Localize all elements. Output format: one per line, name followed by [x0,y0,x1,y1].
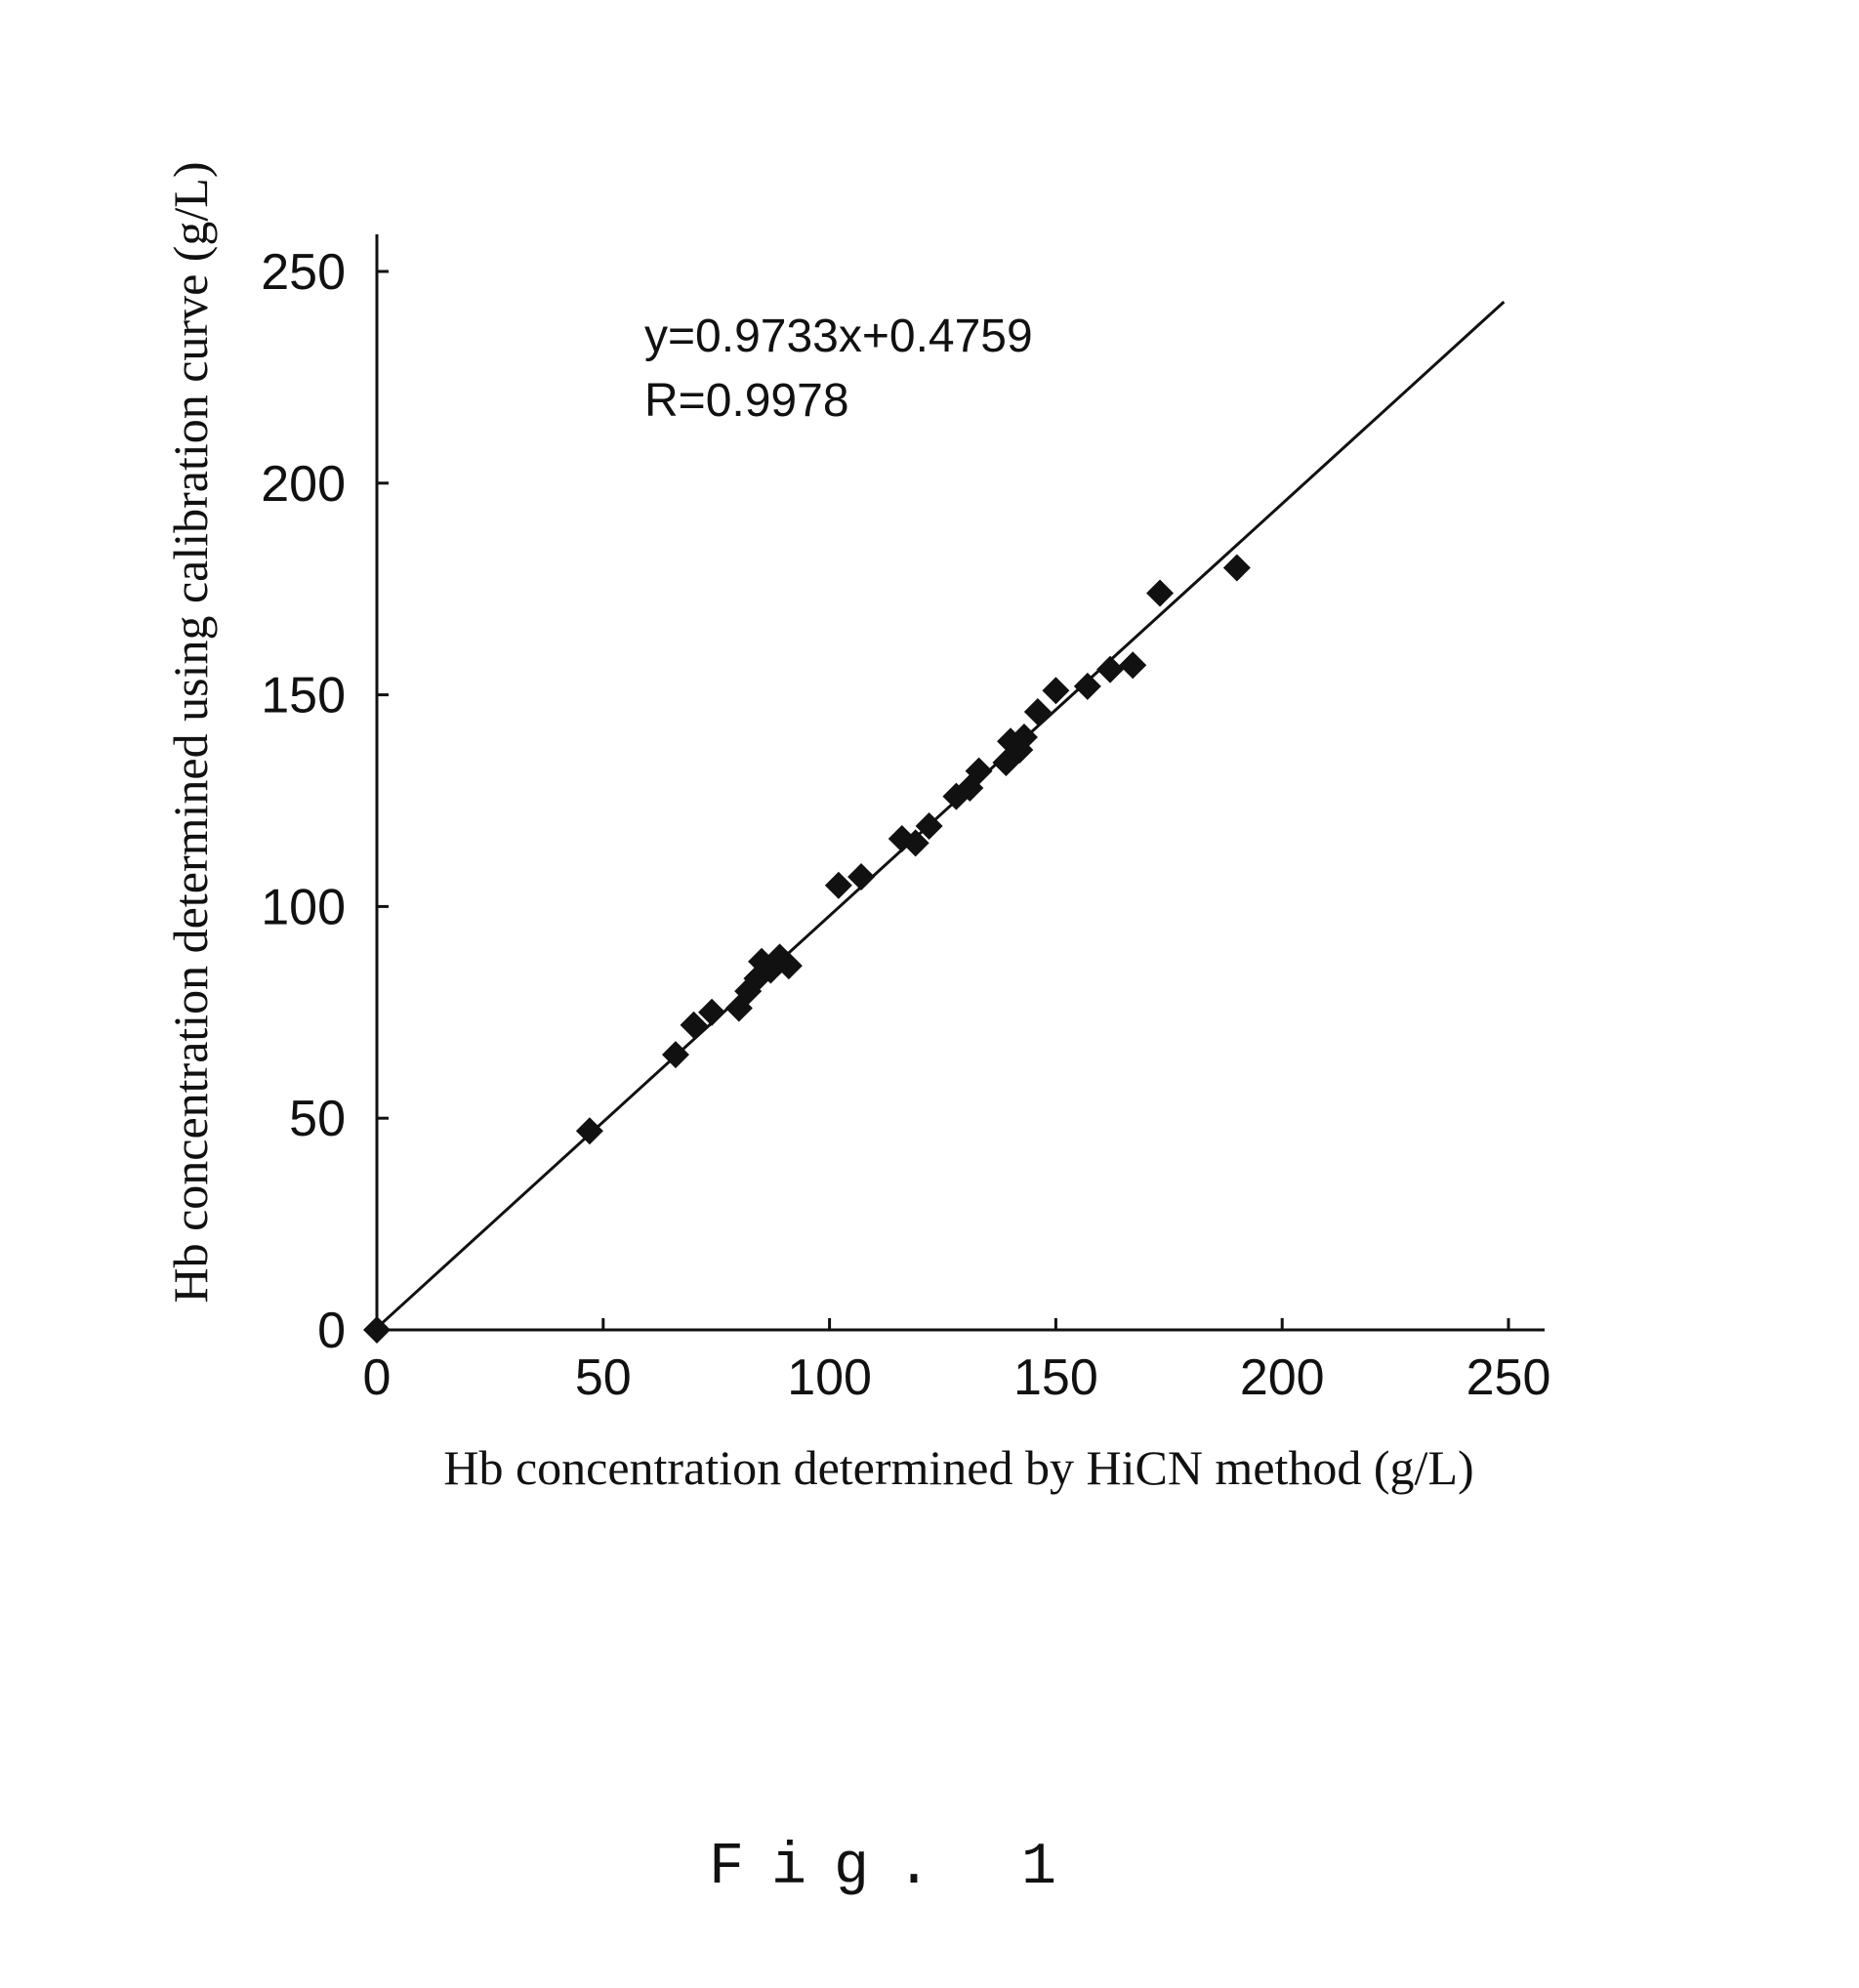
data-point [847,863,876,891]
x-axis-title: Hb concentration determined by HiCN meth… [443,1440,1473,1495]
data-point [1222,554,1251,582]
x-tick-label: 150 [1013,1349,1098,1406]
y-tick-label: 0 [317,1303,346,1359]
x-tick-label: 50 [575,1349,632,1406]
x-tick-label: 100 [787,1349,872,1406]
figure-caption: Fig. 1 [709,1835,1084,1901]
data-point [774,952,803,980]
data-point [363,1316,391,1344]
x-tick-label: 250 [1467,1349,1551,1406]
y-tick-label: 100 [261,879,346,935]
data-point [661,1041,689,1069]
data-point [1042,677,1070,705]
data-point [1073,672,1101,700]
data-point [698,998,726,1026]
correlation-coefficient: R=0.9978 [644,375,849,427]
y-tick-label: 250 [261,244,346,301]
data-point [1023,697,1052,725]
regression-equation: y=0.9733x+0.4759 [644,311,1033,362]
data-point [575,1117,603,1145]
data-point [915,812,943,841]
data-point [1096,655,1125,683]
data-point [824,871,852,899]
data-point [1010,723,1038,751]
data-point [901,829,930,857]
y-tick-label: 200 [261,456,346,513]
y-tick-label: 150 [261,668,346,725]
data-point [680,1011,708,1039]
x-tick-label: 200 [1240,1349,1325,1406]
data-point [1146,579,1175,607]
y-axis-ticks: 0 50 100 150 200 250 [261,244,389,1359]
x-axis-ticks: 0 50 100 150 200 250 [363,1318,1551,1406]
regression-line [375,300,1506,1330]
x-tick-label: 0 [363,1349,392,1406]
data-point [965,757,993,785]
data-point [1119,651,1147,680]
y-tick-label: 50 [289,1091,346,1147]
data-points [363,554,1251,1344]
y-axis-title: Hb concentration determined using calibr… [163,161,218,1303]
